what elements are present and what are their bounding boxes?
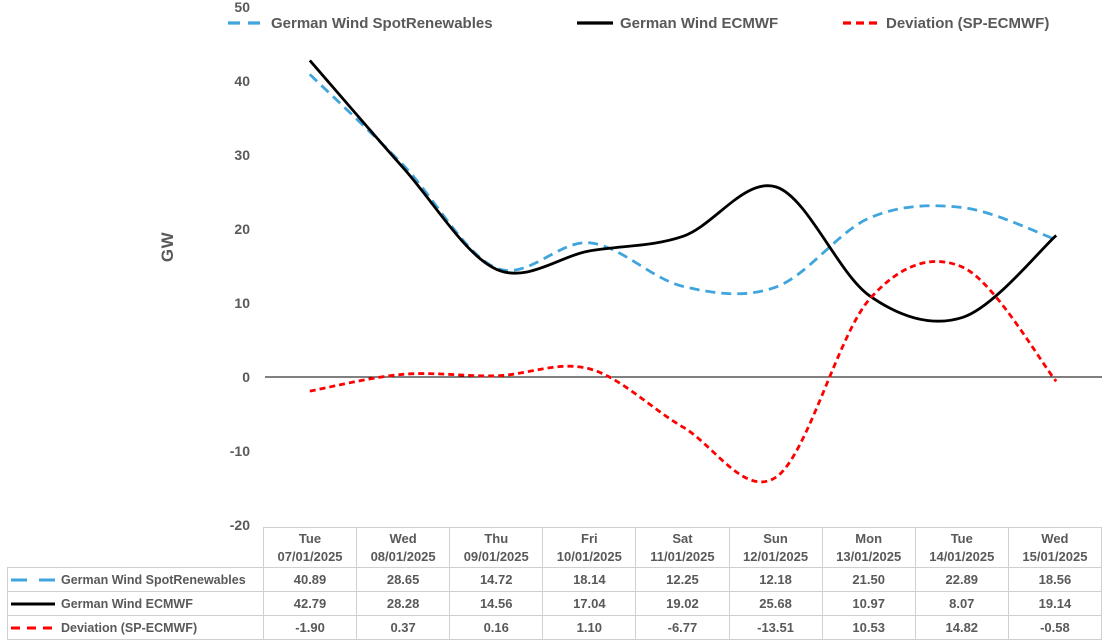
header-date: 14/01/2025 — [929, 548, 995, 564]
table-value-cell: -13.51 — [728, 615, 823, 640]
plot-area — [265, 59, 1102, 484]
table-value-cell: 10.97 — [821, 591, 916, 616]
legend-item-label: Deviation (SP-ECMWF) — [886, 14, 1050, 32]
table-row-label-cell: German Wind ECMWF — [7, 591, 264, 616]
row-label-text: German Wind SpotRenewables — [61, 572, 246, 587]
header-date: 13/01/2025 — [836, 548, 902, 564]
table-corner-cell — [8, 528, 264, 568]
table-date-header: Wed 08/01/2025 — [356, 527, 451, 568]
series-line-0 — [308, 73, 1057, 296]
table-value-cell: 42.79 — [262, 591, 358, 616]
table-value-cell: 0.37 — [356, 615, 451, 640]
table-value-cell: 12.25 — [635, 567, 730, 592]
row-label-text: Deviation (SP-ECMWF) — [61, 620, 198, 635]
table-date-header: Fri 10/01/2025 — [542, 527, 637, 568]
table-value-cell: 28.28 — [356, 591, 451, 616]
legend-item: Deviation (SP-ECMWF) — [843, 12, 1049, 34]
table-date-header: Sun 12/01/2025 — [728, 527, 823, 568]
table-value-cell: 25.68 — [728, 591, 823, 616]
table-value-cell: 22.89 — [914, 567, 1009, 592]
table-value-cell: 21.50 — [821, 567, 916, 592]
legend-line-sample-icon — [843, 21, 879, 25]
legend-item: German Wind SpotRenewables — [228, 12, 493, 34]
y-tick-label: 30 — [234, 147, 250, 163]
table-date-header: Sat 11/01/2025 — [635, 527, 730, 568]
y-axis-title: GW — [158, 231, 177, 263]
table-value-cell: 19.02 — [635, 591, 730, 616]
header-date: 10/01/2025 — [556, 548, 622, 564]
header-day: Thu — [484, 530, 509, 546]
y-tick-label: 50 — [234, 0, 250, 15]
table-value-cell: 28.65 — [356, 567, 451, 592]
legend-line-sample-icon — [228, 21, 264, 25]
table-date-header: Mon 13/01/2025 — [821, 527, 916, 568]
table-value-cell: -1.90 — [262, 615, 358, 640]
table-value-cell: 10.53 — [821, 615, 916, 640]
table-value-cell: 18.56 — [1007, 567, 1102, 592]
table-value-cell: 14.82 — [914, 615, 1009, 640]
table-row: Deviation (SP-ECMWF) -1.90 0.37 0.16 1.10 -6.… — [7, 615, 1102, 640]
header-day: Sat — [672, 530, 693, 546]
y-tick-label: 40 — [234, 73, 250, 89]
table-value-cell: -0.58 — [1007, 615, 1102, 640]
table-value-cell: 14.72 — [449, 567, 544, 592]
row-label: Deviation (SP-ECMWF) — [8, 620, 262, 635]
series-line-1 — [308, 59, 1058, 323]
header-date: 07/01/2025 — [277, 548, 343, 564]
table-row: German Wind ECMWF 42.79 28.28 14.56 17.04 19.… — [7, 591, 1102, 616]
table-value-cell: 40.89 — [262, 567, 358, 592]
legend-line-sample-icon — [577, 21, 613, 25]
header-day: Tue — [298, 530, 322, 546]
header-day: Mon — [855, 530, 883, 546]
table-value-cell: 17.04 — [542, 591, 637, 616]
chart-data-table: Tue 07/01/2025 Wed 08/01/2025 Thu 09/01/2025 F… — [7, 527, 1102, 640]
table-value-cell: -6.77 — [635, 615, 730, 640]
table-date-header: Tue 07/01/2025 — [262, 527, 358, 568]
header-day: Sun — [763, 530, 788, 546]
table-row: German Wind SpotRenewables 40.89 28.65 14.7… — [7, 567, 1102, 592]
table-value-cell: 12.18 — [728, 567, 823, 592]
header-date: 15/01/2025 — [1022, 548, 1088, 564]
table-date-header: Tue 14/01/2025 — [914, 527, 1009, 568]
table-value-cell: 18.14 — [542, 567, 637, 592]
header-date: 08/01/2025 — [370, 548, 436, 564]
table-value-cell: 14.56 — [449, 591, 544, 616]
table-date-header: Wed 15/01/2025 — [1007, 527, 1102, 568]
legend-item-label: German Wind SpotRenewables — [271, 14, 493, 32]
y-tick-label: -10 — [229, 443, 250, 459]
table-value-cell: 1.10 — [542, 615, 637, 640]
header-date: 12/01/2025 — [743, 548, 809, 564]
header-day: Tue — [950, 530, 973, 546]
row-label: German Wind SpotRenewables — [8, 572, 262, 587]
legend-line-sample-icon — [11, 602, 55, 605]
row-label-text: German Wind ECMWF — [61, 596, 193, 611]
table-header-row: Tue 07/01/2025 Wed 08/01/2025 Thu 09/01/2025 F… — [8, 527, 1102, 568]
header-day: Wed — [1041, 530, 1069, 546]
table-value-cell: 8.07 — [914, 591, 1009, 616]
legend-item: German Wind ECMWF — [577, 12, 778, 34]
header-date: 09/01/2025 — [463, 548, 529, 564]
y-tick-label: 20 — [234, 221, 250, 237]
legend-line-sample-icon — [11, 578, 55, 581]
legend-item-label: German Wind ECMWF — [620, 14, 779, 32]
y-tick-label: 10 — [234, 295, 250, 311]
y-tick-label: 0 — [242, 369, 250, 385]
table-row-label-cell: German Wind SpotRenewables — [7, 567, 264, 592]
y-tick-label: -20 — [229, 517, 250, 533]
table-value-cell: 0.16 — [449, 615, 544, 640]
table-value-cell: 19.14 — [1007, 591, 1102, 616]
table-date-header: Thu 09/01/2025 — [449, 527, 544, 568]
table-row-label-cell: Deviation (SP-ECMWF) — [7, 615, 264, 640]
row-label: German Wind ECMWF — [8, 596, 262, 611]
header-date: 11/01/2025 — [650, 548, 715, 564]
header-day: Wed — [389, 530, 417, 546]
header-day: Fri — [581, 530, 598, 546]
legend-line-sample-icon — [11, 626, 55, 629]
series-line-2 — [309, 260, 1058, 484]
